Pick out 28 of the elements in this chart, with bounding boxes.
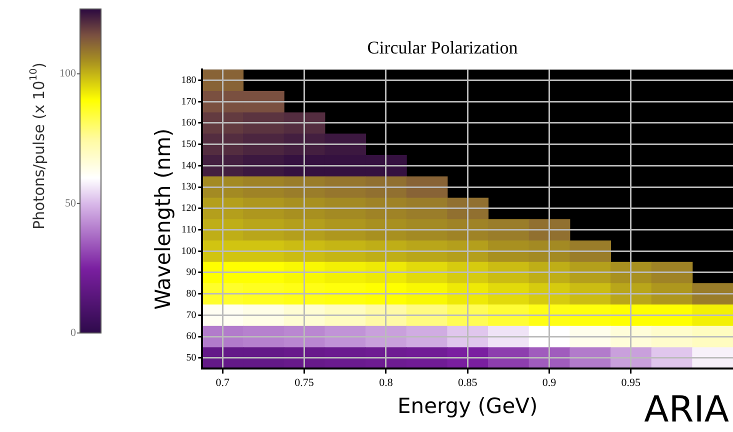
x-tick-label: 0.9	[542, 377, 557, 390]
y-tick-label: 130	[181, 182, 196, 193]
y-tick-label: 50	[186, 352, 196, 364]
x-axis-title: Energy (GeV)	[398, 394, 538, 418]
y-tick-label: 60	[186, 331, 196, 342]
y-tick-label: 170	[181, 96, 196, 108]
x-tick-label: 0.95	[621, 377, 642, 390]
y-tick-label: 70	[186, 310, 196, 321]
text: ARIA	[644, 389, 730, 430]
y-tick-label: 140	[181, 160, 196, 172]
y-tick-label: 100	[181, 246, 196, 257]
x-tick-label: 0.7	[216, 377, 230, 390]
y-tick-label: 110	[182, 224, 196, 236]
x-tick-label: 0.85	[458, 377, 478, 390]
y-tick-label: 160	[181, 118, 196, 129]
y-tick-label: 180	[181, 74, 196, 86]
y-tick-label: 150	[181, 138, 196, 150]
chart-title: Circular Polarization	[367, 38, 518, 58]
y-tick-label: 120	[181, 203, 196, 214]
color-bar-label: 0	[70, 326, 76, 339]
color-bar-title: Photons/pulse (x 1010)	[28, 62, 48, 230]
x-tick-label: 0.75	[294, 377, 314, 390]
y-tick-label: 80	[186, 288, 196, 300]
x-tick-label: 0.8	[379, 377, 394, 390]
color-bar-label: 100	[60, 68, 76, 80]
y-axis-title: Wavelength (nm)	[151, 128, 176, 310]
y-tick-label: 90	[186, 267, 196, 278]
color-bar-label: 50	[65, 197, 76, 210]
